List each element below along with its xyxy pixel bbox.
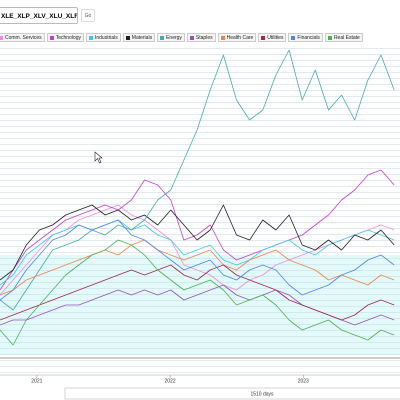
series-line (0, 49, 395, 311)
series-line (0, 219, 395, 286)
legend-swatch (49, 35, 54, 40)
legend-label: Real Estate (333, 34, 360, 41)
legend-item[interactable]: Industrials (85, 33, 121, 42)
legend-label: Industrials (94, 34, 118, 41)
legend-swatch (327, 35, 332, 40)
legend-label: Energy (166, 34, 182, 41)
legend: Comm. Services Technology Industrials Mater… (0, 33, 363, 42)
symbol-input[interactable]: XLE_XLP_XLV_XLU_XLF_X... (0, 7, 78, 24)
series-line (0, 239, 395, 296)
plot (0, 49, 395, 346)
grid (0, 45, 400, 375)
legend-label: Financials (297, 34, 320, 41)
series-line (0, 264, 395, 321)
legend-item[interactable]: Energy (157, 33, 185, 42)
legend-swatch (261, 35, 266, 40)
legend-label: Comm. Services (5, 34, 42, 41)
legend-swatch (291, 35, 296, 40)
cursor (94, 151, 103, 164)
legend-label: Technology (55, 34, 81, 41)
legend-label: Staples (195, 34, 213, 41)
range-label: 1510 days (250, 391, 274, 397)
legend-swatch (160, 35, 165, 40)
legend-item[interactable]: Staples (186, 33, 216, 42)
legend-swatch (88, 35, 93, 40)
legend-item[interactable]: Technology (46, 33, 84, 42)
legend-swatch (0, 35, 3, 40)
legend-item[interactable]: Financials (288, 33, 323, 42)
legend-label: Health Care (226, 34, 254, 41)
range-box (64, 387, 400, 400)
legend-swatch (189, 35, 194, 40)
legend-item[interactable]: Utilities (258, 33, 287, 42)
go-button[interactable]: Go (81, 9, 95, 22)
legend-item[interactable]: Health Care (217, 33, 257, 42)
legend-swatch (220, 35, 225, 40)
series-line (0, 169, 395, 291)
x-tick-label: 2021 (31, 378, 42, 384)
legend-item[interactable]: Real Estate (324, 33, 363, 42)
series-line (0, 204, 395, 281)
x-tick-label: 2022 (165, 378, 176, 384)
legend-swatch (125, 35, 130, 40)
legend-label: Materials (131, 34, 153, 41)
legend-item[interactable]: Comm. Services (0, 33, 45, 42)
series-line (0, 219, 395, 301)
legend-label: Utilities (267, 34, 284, 41)
x-tick-label: 2023 (298, 378, 309, 384)
legend-item[interactable]: Materials (122, 33, 156, 42)
series-line (0, 239, 395, 346)
